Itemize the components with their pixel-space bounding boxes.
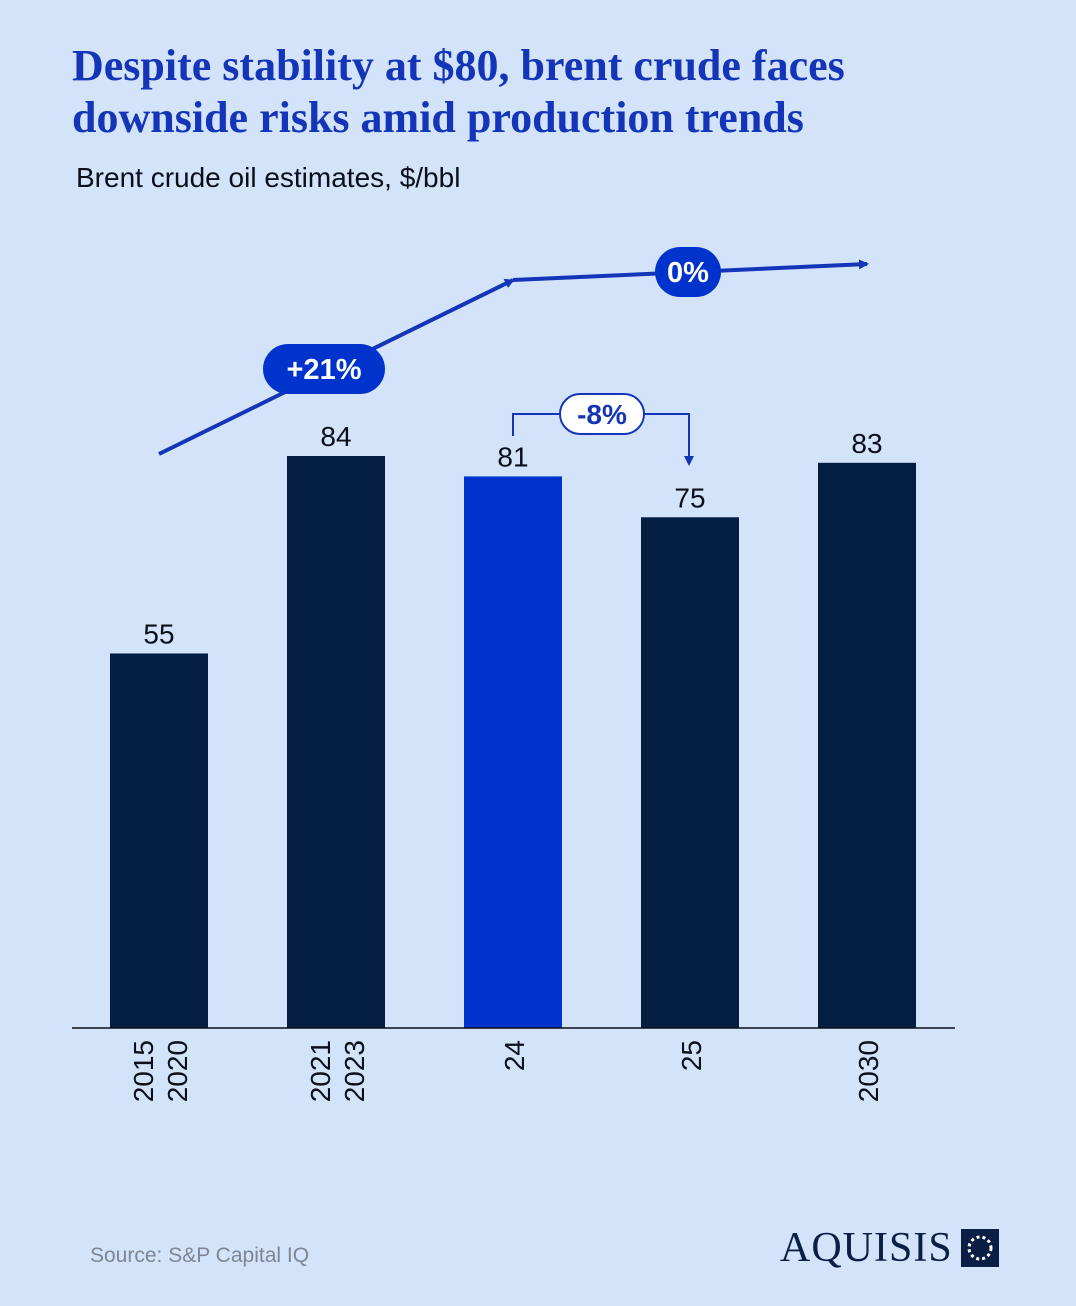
category-label-1-0: 2021	[305, 1040, 336, 1102]
bar-2	[464, 476, 562, 1028]
chart-title: Despite stability at $80, brent crude fa…	[72, 40, 1032, 144]
category-label-1-1: 2023	[339, 1040, 370, 1102]
value-label-0: 55	[143, 618, 174, 649]
value-label-4: 83	[851, 428, 882, 459]
value-label-1: 84	[320, 421, 351, 452]
category-label-3-0: 25	[676, 1040, 707, 1071]
pill-flat	[655, 247, 721, 297]
category-label-0-0: 2015	[128, 1040, 159, 1102]
chart-title-line-1: Despite stability at $80, brent crude fa…	[72, 41, 845, 90]
pill-flat-label: 0%	[667, 257, 709, 289]
chart-subtitle: Brent crude oil estimates, $/bbl	[76, 162, 461, 193]
chart-title-line-2: downside risks amid production trends	[72, 93, 804, 142]
pill-decline-label: -8%	[577, 399, 627, 430]
bar-chart: 55 2015 2020 84 2021 2023 81 24 75 25 83 2030 +21% 0%…	[72, 247, 955, 1102]
value-label-2: 81	[497, 441, 528, 472]
category-label-2-0: 24	[499, 1040, 530, 1071]
bar-1	[287, 456, 385, 1028]
value-label-3: 75	[674, 482, 705, 513]
source-note: Source: S&P Capital IQ	[90, 1244, 310, 1267]
bar-4	[818, 462, 916, 1028]
pill-rise	[263, 344, 385, 394]
bar-3	[641, 517, 739, 1028]
logo-text: AQUISIS	[780, 1225, 953, 1271]
logo-mark-icon	[960, 1229, 999, 1267]
category-label-0-1: 2020	[162, 1040, 193, 1102]
bar-0	[110, 653, 208, 1028]
pill-decline	[559, 393, 645, 435]
pill-rise-label: +21%	[287, 354, 362, 386]
aquisis-logo: AQUISIS	[780, 1224, 999, 1272]
category-label-4-0: 2030	[853, 1040, 884, 1102]
